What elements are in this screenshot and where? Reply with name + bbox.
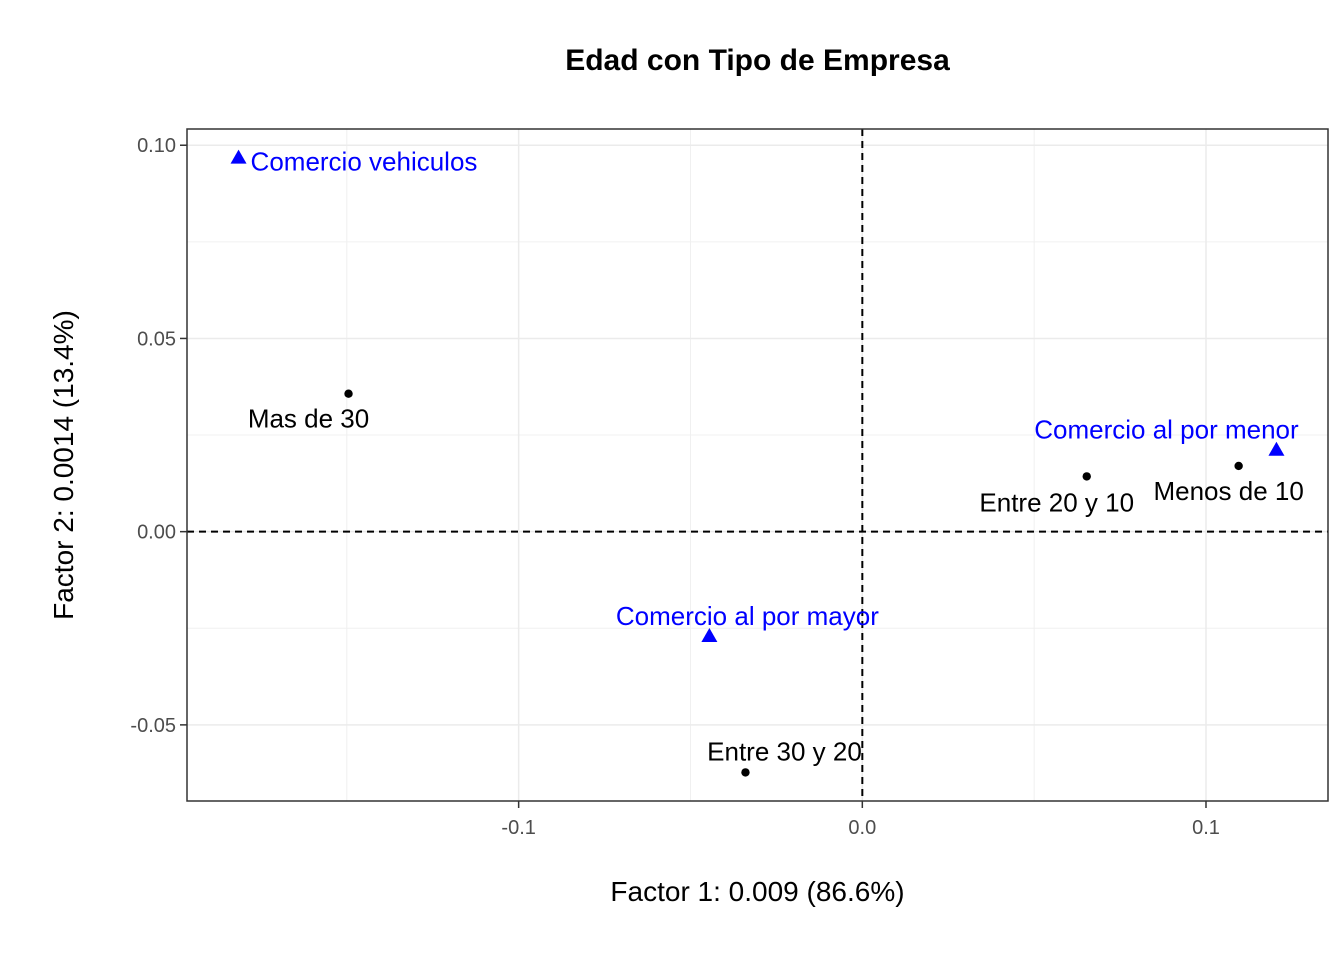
- triangle-point: [1268, 441, 1285, 456]
- point-label: Comercio al por menor: [1034, 415, 1299, 445]
- panel-background: [187, 129, 1328, 801]
- chart-title: Edad con Tipo de Empresa: [565, 44, 950, 77]
- point-label: Comercio vehiculos: [251, 147, 478, 177]
- y-axis-title: Factor 2: 0.0014 (13.4%): [48, 310, 79, 620]
- y-axis: -0.05 0.00 0.05 0.10: [130, 135, 187, 737]
- triangle-point: [230, 149, 247, 164]
- circle-point: [1082, 472, 1091, 481]
- data-marks: [230, 149, 1285, 777]
- triangle-point: [701, 627, 718, 642]
- point-label: Comercio al por mayor: [616, 601, 879, 631]
- point-label: Entre 30 y 20: [707, 736, 862, 766]
- point-label: Mas de 30: [248, 404, 369, 434]
- x-axis-title: Factor 1: 0.009 (86.6%): [610, 876, 905, 907]
- point-labels: Mas de 30 Entre 20 y 10 Menos de 10 Entre 3…: [248, 147, 1304, 767]
- x-axis: -0.1 0.0 0.1: [501, 801, 1220, 839]
- y-tick-label: -0.05: [130, 715, 176, 737]
- point-label: Entre 20 y 10: [979, 487, 1134, 517]
- x-tick-label: 0.1: [1192, 817, 1220, 839]
- x-tick-label: -0.1: [501, 817, 535, 839]
- panel-border: [186, 128, 1329, 802]
- y-tick-label: 0.00: [137, 522, 176, 544]
- y-tick-label: 0.10: [137, 135, 176, 157]
- y-tick-label: 0.05: [137, 328, 176, 350]
- circle-point: [344, 389, 353, 398]
- grid-minor: [187, 129, 1328, 801]
- reference-lines: [187, 129, 1328, 801]
- grid-major: [187, 129, 1328, 801]
- circle-point: [741, 768, 750, 777]
- point-label: Menos de 10: [1153, 476, 1303, 506]
- x-tick-label: 0.0: [848, 817, 876, 839]
- circle-point: [1234, 461, 1243, 471]
